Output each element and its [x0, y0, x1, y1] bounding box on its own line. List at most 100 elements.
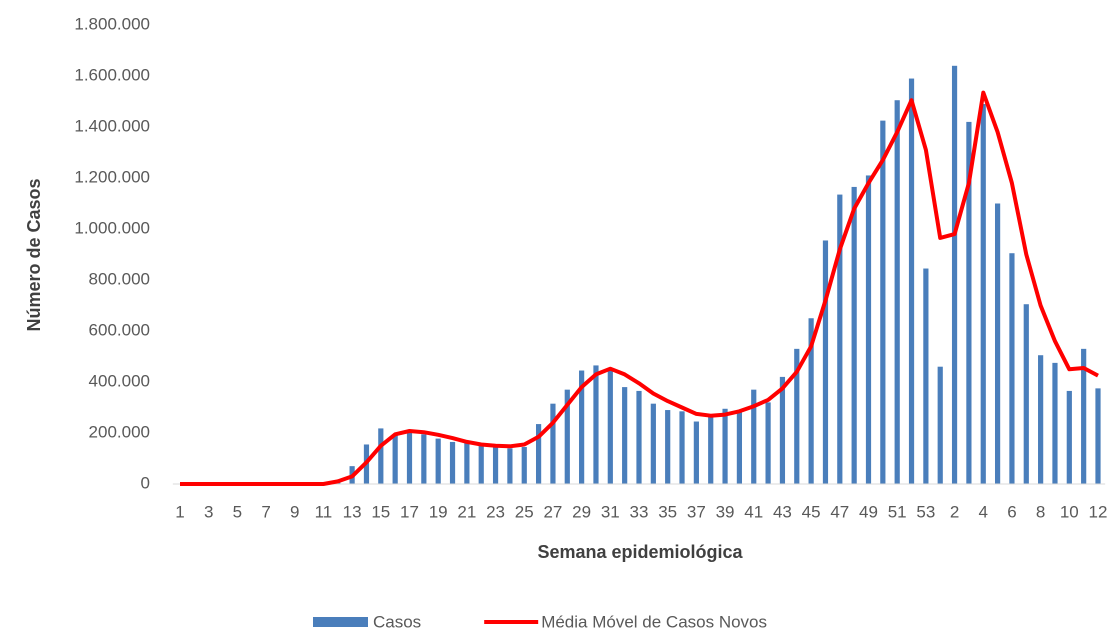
x-tick-label: 41 — [744, 502, 763, 521]
y-tick-label: 800.000 — [89, 269, 150, 288]
bar — [593, 365, 599, 484]
bar — [1095, 388, 1101, 484]
x-tick-label: 11 — [315, 502, 333, 521]
x-tick-label: 19 — [429, 502, 448, 521]
bar — [708, 415, 714, 484]
bar — [736, 410, 743, 484]
x-tick-label: 9 — [290, 502, 299, 521]
bar — [980, 104, 986, 485]
bar — [449, 441, 456, 484]
bar — [665, 410, 671, 484]
y-tick-label: 1.200.000 — [74, 167, 150, 186]
x-tick-label: 47 — [830, 502, 849, 521]
bar — [908, 78, 915, 485]
y-tick-label: 400.000 — [89, 371, 150, 390]
y-tick-label: 1.800.000 — [74, 14, 150, 33]
bar — [564, 389, 570, 484]
x-tick-label: 31 — [601, 502, 620, 521]
y-tick-label: 600.000 — [89, 320, 150, 339]
bar — [679, 411, 685, 484]
bar — [622, 387, 628, 484]
x-tick-label: 4 — [979, 502, 988, 521]
bar — [951, 65, 958, 485]
bar — [1009, 253, 1015, 484]
bar — [722, 408, 728, 484]
x-tick-label: 15 — [371, 502, 390, 521]
bar — [894, 100, 900, 484]
x-tick-label: 12 — [1089, 502, 1108, 521]
bar — [751, 389, 757, 484]
bar — [808, 318, 814, 484]
legend-label: Casos — [373, 612, 421, 631]
bar — [994, 203, 1001, 484]
bar — [1081, 348, 1087, 484]
x-tick-label: 3 — [204, 502, 213, 521]
bar — [550, 403, 556, 484]
x-tick-label: 10 — [1060, 502, 1079, 521]
x-tick-label: 39 — [716, 502, 735, 521]
x-axis-title: Semana epidemiológica — [537, 542, 743, 562]
bar — [865, 175, 872, 484]
bar — [521, 447, 527, 484]
y-tick-label: 0 — [141, 473, 150, 492]
bar — [492, 447, 499, 484]
bar — [392, 434, 398, 484]
x-tick-label: 29 — [572, 502, 591, 521]
y-axis-title: Número de Casos — [24, 178, 44, 331]
bar — [1066, 390, 1072, 484]
y-tick-label: 1.600.000 — [74, 65, 150, 84]
bar — [1023, 304, 1029, 484]
y-tick-label: 1.400.000 — [74, 116, 150, 135]
bar — [464, 441, 470, 484]
bar — [650, 403, 656, 484]
x-tick-label: 17 — [400, 502, 419, 521]
bar — [1052, 362, 1058, 484]
bar — [507, 448, 513, 484]
bar — [937, 366, 943, 484]
bar — [1038, 355, 1044, 484]
bar — [837, 194, 843, 484]
bar — [851, 186, 857, 485]
bar — [636, 390, 642, 484]
x-tick-label: 49 — [859, 502, 878, 521]
bar — [378, 428, 384, 484]
bar — [794, 348, 800, 484]
x-tick-label: 8 — [1036, 502, 1045, 521]
x-tick-label: 51 — [888, 502, 907, 521]
legend-label: Média Móvel de Casos Novos — [541, 612, 767, 631]
x-tick-label: 43 — [773, 502, 792, 521]
x-tick-label: 5 — [233, 502, 242, 521]
y-tick-label: 200.000 — [89, 422, 150, 441]
x-tick-label: 25 — [515, 502, 534, 521]
x-tick-label: 27 — [543, 502, 562, 521]
bar — [880, 120, 886, 484]
x-tick-label: 21 — [457, 502, 476, 521]
bar — [406, 433, 413, 484]
bar — [607, 369, 613, 484]
bar — [579, 370, 585, 484]
bar — [421, 434, 427, 484]
x-tick-label: 53 — [916, 502, 935, 521]
bar — [779, 376, 786, 484]
bar — [478, 445, 484, 484]
x-tick-label: 37 — [687, 502, 706, 521]
bar — [822, 240, 829, 484]
x-tick-label: 23 — [486, 502, 505, 521]
x-tick-label: 33 — [630, 502, 649, 521]
bar — [435, 438, 441, 484]
x-tick-label: 7 — [261, 502, 270, 521]
y-tick-label: 1.000.000 — [74, 218, 150, 237]
bar — [535, 424, 542, 484]
x-tick-label: 6 — [1007, 502, 1016, 521]
legend-swatch — [313, 617, 368, 627]
x-tick-label: 13 — [343, 502, 362, 521]
bar — [923, 268, 929, 484]
bar — [966, 121, 972, 485]
bar — [693, 421, 699, 484]
bar — [765, 402, 771, 484]
x-tick-label: 2 — [950, 502, 959, 521]
x-tick-label: 1 — [175, 502, 184, 521]
x-tick-label: 35 — [658, 502, 677, 521]
moving-average-line — [180, 90, 1099, 486]
